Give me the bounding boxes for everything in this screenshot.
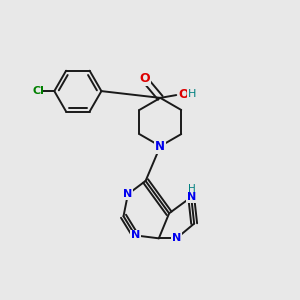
Text: H: H [188, 184, 196, 194]
Text: N: N [187, 192, 196, 202]
Text: N: N [155, 140, 165, 153]
Text: N: N [172, 233, 181, 243]
Text: O: O [139, 72, 150, 85]
Text: H: H [188, 89, 196, 99]
Text: Cl: Cl [32, 86, 44, 96]
Text: N: N [131, 230, 140, 240]
Text: N: N [123, 189, 133, 199]
Text: O: O [178, 88, 189, 101]
